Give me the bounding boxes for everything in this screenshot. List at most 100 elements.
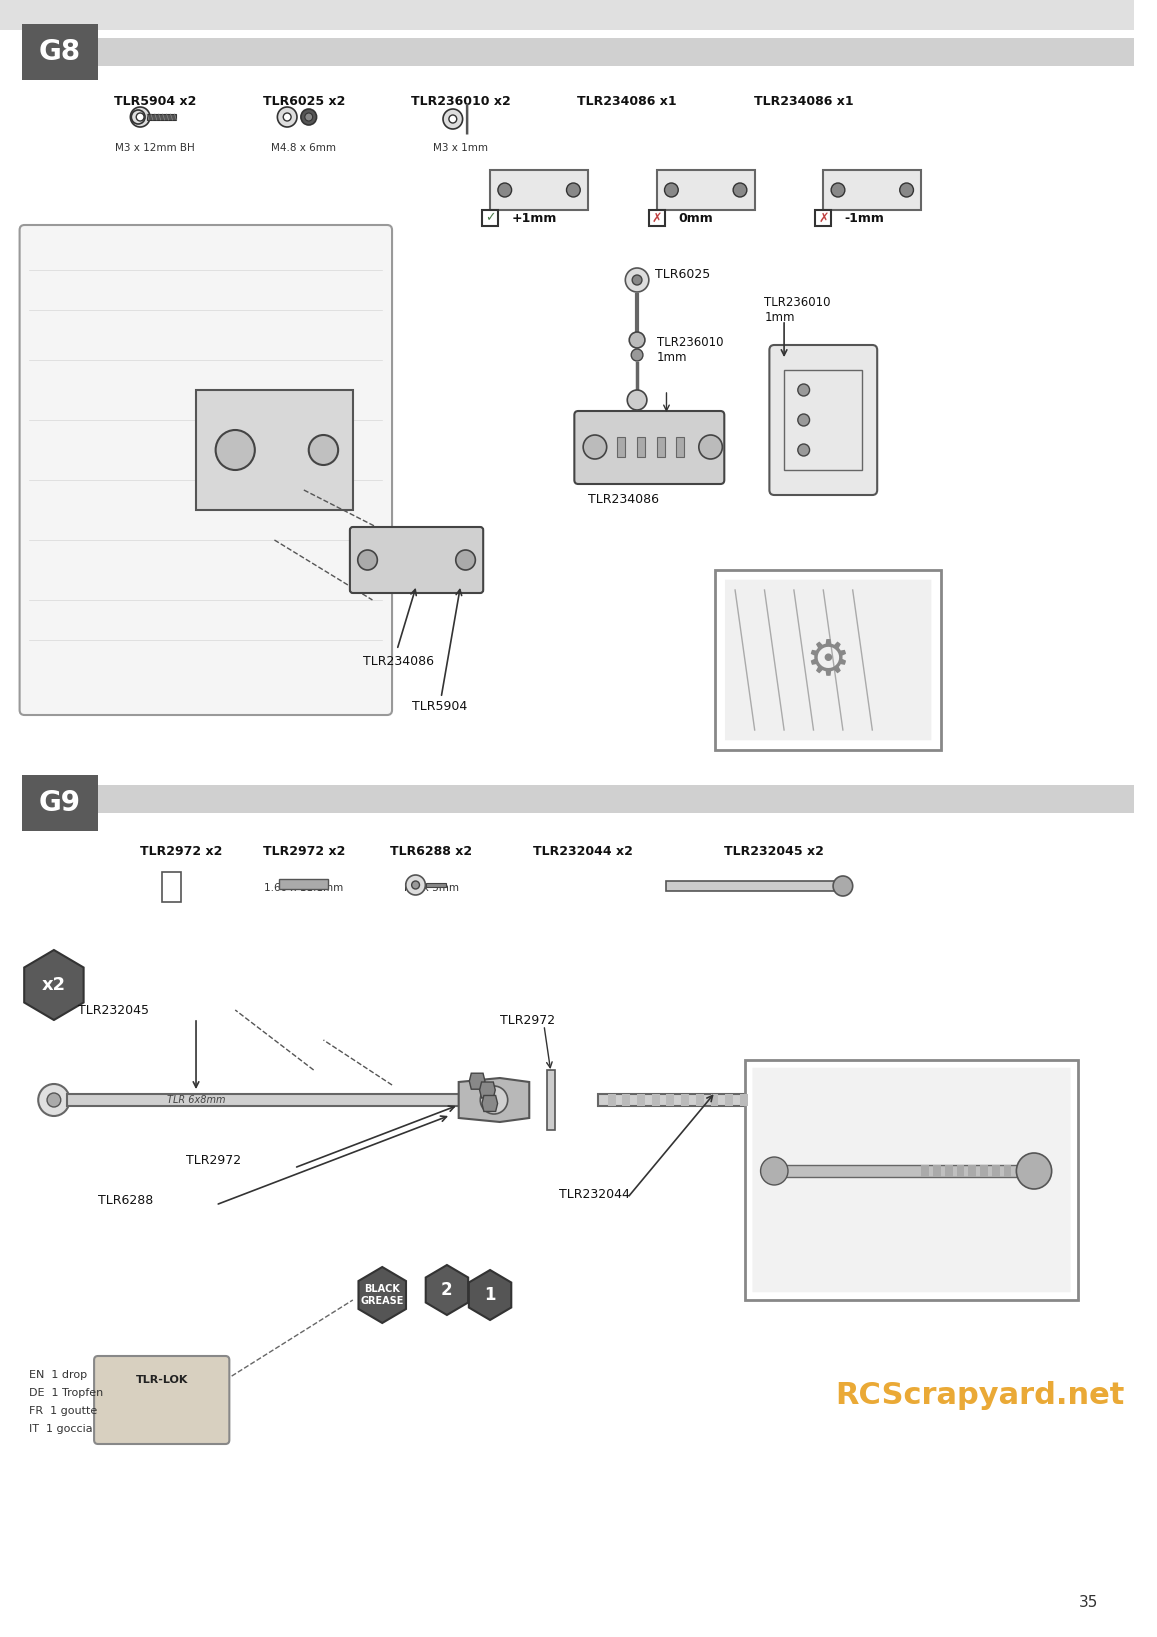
Text: TLR6025 x2: TLR6025 x2 [263,95,345,108]
Circle shape [412,881,420,889]
FancyBboxPatch shape [349,527,484,593]
Polygon shape [482,1095,498,1112]
Circle shape [38,1084,69,1116]
Circle shape [131,106,150,128]
Text: TLR-LOK: TLR-LOK [135,1375,187,1385]
Text: 1.60 x 11.1mm: 1.60 x 11.1mm [264,882,344,894]
FancyBboxPatch shape [752,1067,1070,1292]
Text: -1mm: -1mm [845,211,885,224]
Bar [745,1061,1078,1300]
Text: ⚙: ⚙ [805,637,850,684]
Bar [657,437,664,457]
Bar [980,1166,988,1177]
Text: TLR2972: TLR2972 [500,1013,555,1026]
Circle shape [443,110,463,129]
Text: TLR232044 x2: TLR232044 x2 [533,845,633,858]
Bar [622,1094,631,1107]
Polygon shape [480,1082,495,1098]
Bar [67,1094,458,1107]
Bar [784,370,862,470]
Polygon shape [359,1267,406,1323]
Bar [649,210,664,226]
Polygon shape [469,1270,511,1319]
Text: M3 x 1mm: M3 x 1mm [433,142,488,152]
Text: TLR232045 x2: TLR232045 x2 [724,845,824,858]
Bar [765,1166,1039,1177]
Text: 1: 1 [485,1287,496,1305]
Bar [57,38,1134,65]
Circle shape [632,275,642,285]
Text: x2: x2 [42,976,66,994]
Circle shape [632,349,643,362]
Bar [740,1094,747,1107]
Circle shape [831,183,845,196]
Text: TLR2972 x2: TLR2972 x2 [263,845,345,858]
Bar [162,873,182,902]
Circle shape [798,414,810,426]
Text: TLR2972: TLR2972 [186,1154,242,1167]
Text: TLR232045: TLR232045 [79,1003,149,1017]
Circle shape [137,113,145,121]
Text: FR  1 goutte: FR 1 goutte [29,1406,97,1416]
Text: TLR2972 x2: TLR2972 x2 [140,845,222,858]
Text: TLR234086 x1: TLR234086 x1 [754,95,854,108]
Circle shape [900,183,914,196]
Circle shape [583,435,606,458]
Circle shape [47,1094,61,1107]
Text: TLR6288 x2: TLR6288 x2 [390,845,472,858]
Polygon shape [470,1074,485,1089]
Text: TLR236010
1mm: TLR236010 1mm [657,336,723,363]
Polygon shape [24,949,83,1020]
FancyBboxPatch shape [20,224,392,715]
Circle shape [498,183,511,196]
Circle shape [699,435,722,458]
Polygon shape [426,1265,469,1315]
Text: TLR5904 x2: TLR5904 x2 [113,95,196,108]
Text: TLR 6x8mm: TLR 6x8mm [167,1095,226,1105]
Circle shape [843,1090,862,1110]
Bar [715,570,941,750]
Circle shape [283,113,292,121]
Text: TLR234086: TLR234086 [588,493,659,506]
Text: M4.8 x 6mm: M4.8 x 6mm [272,142,337,152]
Bar [638,437,644,457]
Text: ✗: ✗ [651,211,662,224]
Bar [657,170,754,210]
Circle shape [629,332,644,349]
Text: TLR6288: TLR6288 [98,1193,153,1206]
Circle shape [358,550,377,570]
Bar [491,170,588,210]
Bar [651,1094,659,1107]
Bar [666,881,843,891]
Text: 2: 2 [441,1282,452,1300]
Text: 35: 35 [1078,1594,1098,1611]
Circle shape [480,1085,508,1115]
Circle shape [215,431,255,470]
Bar [695,1094,703,1107]
Text: G9: G9 [39,789,81,817]
Bar [992,1166,1000,1177]
Bar [945,1166,952,1177]
Bar [1003,1166,1011,1177]
Bar [968,1166,977,1177]
Bar [725,1094,734,1107]
Text: 68mm: 68mm [758,882,791,894]
Bar [681,1094,690,1107]
Text: M3 x 12mm BH: M3 x 12mm BH [115,142,194,152]
Circle shape [406,876,426,895]
Text: TLR5904: TLR5904 [412,701,467,714]
Bar [22,25,98,80]
Text: EN  1 drop: EN 1 drop [29,1370,88,1380]
FancyBboxPatch shape [725,579,931,740]
Text: TLR236010
1mm: TLR236010 1mm [765,296,831,324]
Circle shape [664,183,678,196]
Circle shape [627,390,647,409]
Bar [824,170,921,210]
Circle shape [567,183,580,196]
FancyBboxPatch shape [769,345,877,494]
Text: RCScrapyard.net: RCScrapyard.net [835,1380,1125,1409]
Circle shape [798,444,810,457]
Circle shape [625,268,649,291]
Text: TLR6025: TLR6025 [655,268,710,282]
Bar [618,437,625,457]
